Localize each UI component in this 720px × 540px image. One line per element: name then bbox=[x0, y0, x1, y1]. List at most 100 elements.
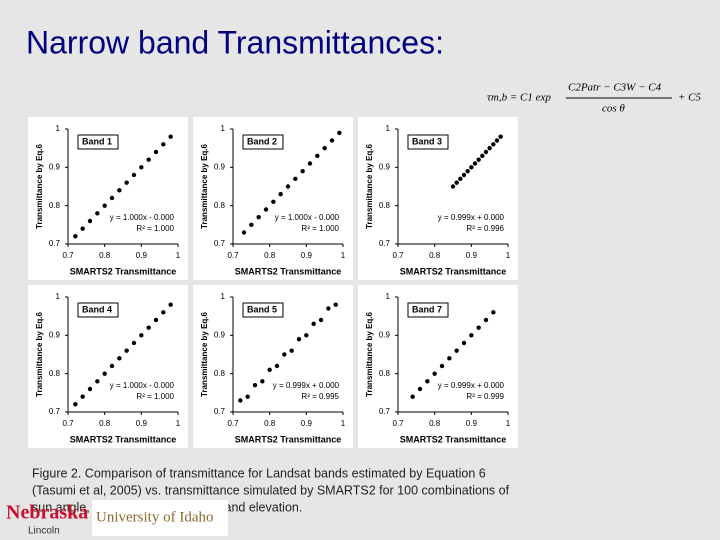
data-point bbox=[498, 134, 503, 139]
regression-annotation: y = 0.999x + 0.000 bbox=[438, 381, 505, 390]
y-tick-label: 0.8 bbox=[49, 201, 61, 210]
x-tick-label: 0.9 bbox=[301, 419, 313, 428]
data-point bbox=[476, 157, 481, 162]
data-point bbox=[315, 153, 320, 159]
slide-title: Narrow band Transmittances: bbox=[26, 24, 444, 60]
data-point bbox=[293, 176, 298, 182]
data-point bbox=[491, 310, 496, 315]
regression-annotation: y = 0.999x + 0.000 bbox=[273, 381, 340, 390]
data-point bbox=[469, 165, 474, 170]
band-label-box bbox=[242, 302, 284, 318]
x-tick-label: 0.8 bbox=[99, 419, 111, 428]
y-tick-label: 1 bbox=[56, 124, 61, 133]
data-point bbox=[296, 336, 302, 342]
data-point bbox=[146, 325, 151, 330]
data-point bbox=[109, 195, 115, 201]
y-tick-label: 1 bbox=[221, 124, 226, 133]
x-tick-label: 0.9 bbox=[136, 251, 148, 260]
y-tick-label: 0.7 bbox=[214, 239, 226, 248]
x-tick-label: 0.8 bbox=[429, 419, 441, 428]
y-tick-label: 1 bbox=[386, 292, 391, 301]
y-tick-label: 0.8 bbox=[49, 369, 61, 378]
y-axis-label: Transmittance by Eq.6 bbox=[35, 143, 44, 228]
y-tick-label: 1 bbox=[221, 292, 226, 301]
x-tick-label: 0.7 bbox=[392, 419, 404, 428]
data-point bbox=[139, 165, 144, 170]
y-tick-label: 0.7 bbox=[49, 239, 61, 248]
data-point bbox=[425, 379, 430, 384]
data-point bbox=[494, 138, 500, 143]
data-point bbox=[95, 211, 100, 216]
y-tick-label: 0.7 bbox=[49, 407, 61, 416]
y-axis-label: Transmittance by Eq.6 bbox=[200, 311, 209, 396]
x-axis-label: SMARTS2 Transmittance bbox=[70, 434, 177, 444]
data-point bbox=[271, 199, 276, 205]
band-label-box bbox=[77, 302, 119, 318]
data-point bbox=[487, 145, 492, 151]
data-point bbox=[329, 138, 335, 143]
x-tick-label: 0.7 bbox=[227, 419, 239, 428]
y-tick-label: 0.9 bbox=[379, 330, 391, 339]
y-tick-label: 0.9 bbox=[379, 162, 391, 171]
data-point bbox=[469, 333, 474, 338]
formula: τm,b = C1 exp C2Patr − C3W − C4 cos θ + … bbox=[487, 82, 702, 115]
data-point bbox=[304, 333, 309, 338]
data-point bbox=[472, 161, 478, 166]
data-point bbox=[102, 371, 107, 376]
data-point bbox=[461, 340, 467, 346]
chart-title: Band 3 bbox=[412, 136, 442, 146]
data-point bbox=[73, 402, 78, 407]
data-point bbox=[461, 172, 467, 178]
regression-annotation: R² = 0.996 bbox=[466, 224, 504, 233]
x-tick-label: 0.7 bbox=[62, 251, 74, 260]
data-point bbox=[252, 382, 258, 388]
logo-nebraska: Nebraska bbox=[6, 502, 88, 524]
data-point bbox=[245, 394, 250, 399]
x-tick-label: 0.8 bbox=[264, 419, 276, 428]
y-tick-label: 1 bbox=[56, 292, 61, 301]
data-point bbox=[87, 386, 93, 392]
data-point bbox=[73, 234, 78, 239]
chart-panel: 0.7 0.8 0.9 1 0.7 0.8 0.9 1 SMARTS2 Transmittanc… bbox=[358, 117, 518, 280]
y-tick-label: 0.9 bbox=[214, 162, 226, 171]
regression-annotation: y = 0.999x + 0.000 bbox=[438, 213, 505, 222]
x-axis-label: SMARTS2 Transmittance bbox=[400, 266, 507, 276]
x-tick-label: 0.9 bbox=[136, 419, 148, 428]
y-axis-label: Transmittance by Eq.6 bbox=[365, 311, 374, 396]
data-point bbox=[80, 394, 85, 399]
band-label-box bbox=[407, 134, 449, 150]
caption-line: (Tasumi et al, 2005) vs. transmittance s… bbox=[32, 483, 510, 497]
x-tick-label: 0.9 bbox=[301, 251, 313, 260]
x-tick-label: 0.8 bbox=[429, 251, 441, 260]
y-tick-label: 0.8 bbox=[214, 369, 226, 378]
x-tick-label: 1 bbox=[176, 251, 181, 260]
data-point bbox=[410, 394, 415, 399]
chart-title: Band 1 bbox=[82, 136, 112, 146]
data-point bbox=[311, 321, 316, 327]
data-point bbox=[87, 218, 93, 224]
y-tick-label: 1 bbox=[386, 124, 391, 133]
y-axis-label: Transmittance by Eq.6 bbox=[365, 143, 374, 228]
data-point bbox=[307, 161, 313, 166]
panels: 0.7 0.8 0.9 1 0.7 0.8 0.9 1 SMARTS2 Transmittanc… bbox=[28, 117, 518, 448]
data-point bbox=[117, 188, 122, 193]
band-label-box bbox=[77, 134, 119, 150]
data-point bbox=[263, 207, 269, 212]
x-axis-label: SMARTS2 Transmittance bbox=[235, 266, 342, 276]
data-point bbox=[300, 168, 305, 174]
data-point bbox=[285, 184, 291, 189]
chart-panel: 0.7 0.8 0.9 1 0.7 0.8 0.9 1 SMARTS2 Transmittanc… bbox=[193, 285, 353, 448]
x-tick-label: 1 bbox=[341, 251, 346, 260]
band-label-box bbox=[242, 134, 284, 150]
x-tick-label: 0.8 bbox=[99, 251, 111, 260]
chart-panel: 0.7 0.8 0.9 1 0.7 0.8 0.9 1 SMARTS2 Transmittanc… bbox=[28, 285, 188, 448]
data-point bbox=[333, 302, 338, 307]
regression-annotation: R² = 1.000 bbox=[301, 224, 339, 233]
data-point bbox=[274, 363, 280, 369]
data-point bbox=[102, 203, 107, 208]
data-point bbox=[139, 333, 144, 338]
data-point bbox=[124, 180, 129, 185]
y-axis-label: Transmittance by Eq.6 bbox=[200, 143, 209, 228]
data-point bbox=[447, 356, 452, 361]
